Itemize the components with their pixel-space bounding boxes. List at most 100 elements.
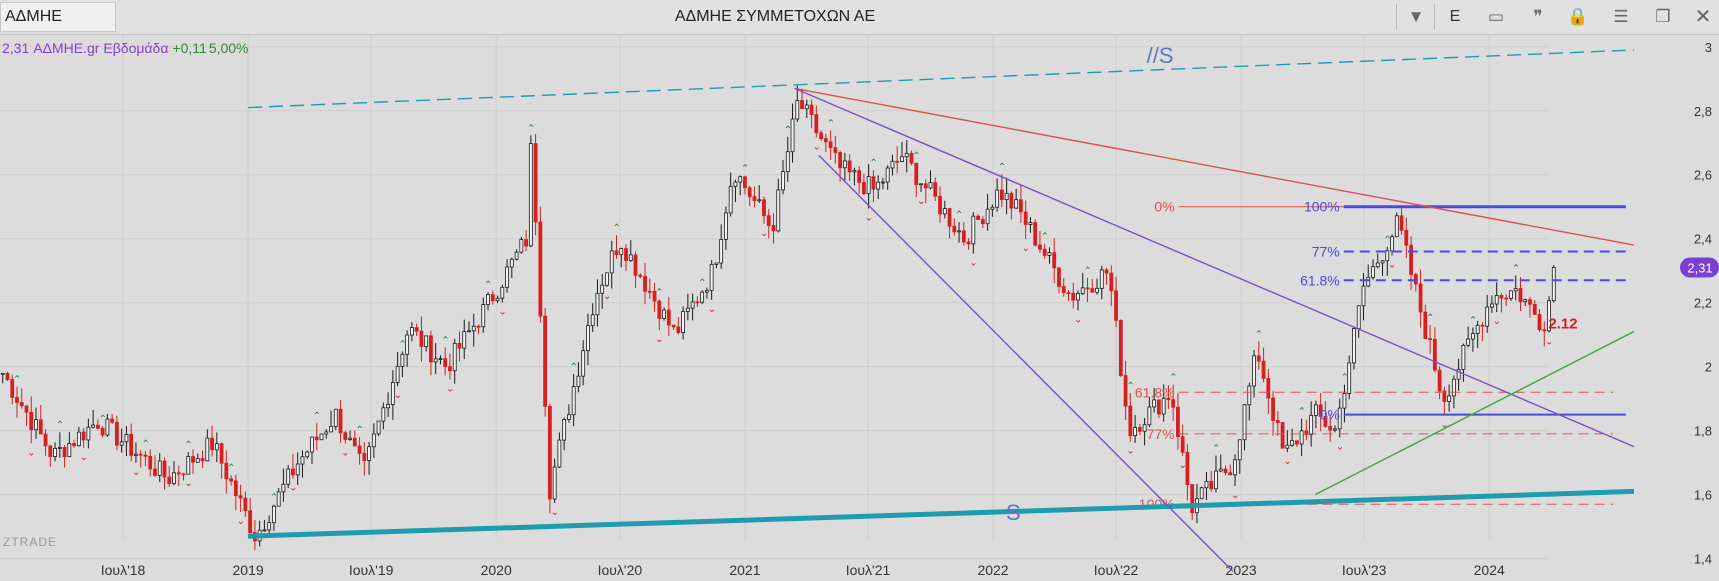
y-tick-label: 1,4 <box>1694 552 1712 567</box>
candle-body <box>72 443 76 447</box>
candle-body <box>448 366 452 372</box>
candle-body <box>1004 192 1009 201</box>
candle-body <box>95 424 100 429</box>
candle-body <box>1085 287 1090 290</box>
candle-body <box>243 497 248 512</box>
candle-body <box>1223 468 1228 474</box>
candle-body <box>229 478 233 482</box>
candle-body <box>1314 404 1318 416</box>
symbol-input[interactable]: ΑΔΜΗΕ <box>0 2 116 32</box>
candle-body <box>628 254 633 261</box>
candle-body <box>562 419 567 441</box>
lock-icon[interactable]: 🔒 <box>1567 7 1589 26</box>
candle-body <box>938 195 942 215</box>
candle-body <box>233 480 238 497</box>
candle-body <box>1437 369 1442 392</box>
candle-body <box>1156 399 1161 415</box>
candle-body <box>314 436 319 441</box>
chevron-down-icon[interactable]: ▼ <box>1407 7 1425 26</box>
candle-body <box>533 143 538 223</box>
candle-body <box>852 170 857 173</box>
fractal-up-marker: ⌃ <box>827 118 835 129</box>
candle-body <box>509 258 514 268</box>
candle-body <box>1109 272 1114 292</box>
candle-body <box>785 151 790 173</box>
fractal-down-marker: ⌄ <box>1074 314 1082 325</box>
fractal-up-marker: ⌃ <box>1340 373 1348 384</box>
fractal-down-marker: ⌄ <box>132 467 140 478</box>
candle-body <box>1537 314 1542 331</box>
candle-body <box>1337 407 1342 430</box>
candle-body <box>153 468 157 476</box>
fib-level-label: 61.8% <box>1300 272 1340 288</box>
y-tick-label: 2,2 <box>1694 296 1712 311</box>
candle-body <box>338 408 343 434</box>
candle-body <box>1490 303 1494 308</box>
candle-body <box>1532 303 1537 315</box>
menu-icon[interactable]: ☰ <box>1613 7 1629 26</box>
candle-body <box>1104 269 1109 274</box>
x-tick-label: Ιουλ'20 <box>598 562 643 578</box>
candle-body <box>881 181 885 184</box>
candle-body <box>1237 439 1242 461</box>
candle-body <box>1028 222 1033 225</box>
x-tick-label: 2023 <box>1226 562 1257 578</box>
candle-body <box>1095 287 1099 293</box>
candle-body <box>1209 480 1214 490</box>
candle-body <box>1071 292 1076 301</box>
y-tick-label: 2,8 <box>1694 104 1712 119</box>
fractal-down-marker: ⌄ <box>1022 243 1030 254</box>
candle-body <box>942 208 947 215</box>
candle-body <box>1466 338 1471 346</box>
panel-icon[interactable]: ▭ <box>1487 7 1505 26</box>
candle-body <box>904 152 909 158</box>
title-bar: ΑΔΜΗΕ ΑΔΜΗΕ ΣΥΜΜΕΤΟΧΩΝ ΑΕ ▼ E ▭ ❞ 🔒 ☰ ❐ … <box>0 0 1719 35</box>
candle-body <box>105 418 110 436</box>
candle-body <box>543 315 548 407</box>
quote-icon[interactable]: ❞ <box>1533 7 1543 26</box>
chart-annotation: 2.12 <box>1548 315 1577 332</box>
candle-body <box>1323 416 1328 427</box>
candle-body <box>966 241 971 245</box>
candle-body <box>933 182 938 197</box>
candle-body <box>1518 288 1523 303</box>
candle-body <box>1347 362 1352 394</box>
candle-body <box>424 335 429 347</box>
candle-body <box>324 431 329 435</box>
candle-body <box>547 405 552 500</box>
fractal-up-marker: ⌃ <box>398 339 406 350</box>
candle-body <box>419 330 424 347</box>
fractal-up-marker: ⌃ <box>955 210 963 221</box>
change-percent: 5,00% <box>208 40 249 56</box>
candle-body <box>842 160 847 169</box>
candle-body <box>600 284 605 294</box>
candle-body <box>961 230 966 243</box>
candle-body <box>638 274 643 277</box>
candle-body <box>167 476 172 484</box>
candle-body <box>429 335 433 363</box>
candle-body <box>134 453 138 456</box>
e-button[interactable]: E <box>1449 8 1461 25</box>
candle-body <box>362 452 367 461</box>
candle-body <box>367 446 371 461</box>
candle-body <box>1333 428 1337 431</box>
candle-body <box>690 301 695 309</box>
candle-body <box>947 208 952 227</box>
candle-body <box>1275 420 1280 423</box>
fractal-up-marker: ⌃ <box>1084 266 1092 277</box>
close-icon[interactable]: ✕ <box>1694 6 1712 28</box>
candle-body <box>885 167 890 183</box>
candle-body <box>1375 262 1380 268</box>
candle-body <box>405 334 410 355</box>
fractal-up-marker: ⌃ <box>1255 329 1263 340</box>
chart-annotation: S <box>1006 500 1021 525</box>
price-chart[interactable]: Ιουλ'18 2019 Ιουλ'19 2020 Ιουλ'20 2021 Ιουλ'21… <box>0 34 1719 581</box>
candle-body <box>590 314 595 327</box>
candle-body <box>1252 355 1256 387</box>
candle-body <box>762 199 766 217</box>
fractal-up-marker: ⌃ <box>1512 263 1520 274</box>
restore-icon[interactable]: ❐ <box>1655 7 1671 26</box>
fractal-down-marker: ⌄ <box>865 212 873 223</box>
separator <box>1396 4 1397 30</box>
fib-level-label: 61.8% <box>1135 384 1175 400</box>
